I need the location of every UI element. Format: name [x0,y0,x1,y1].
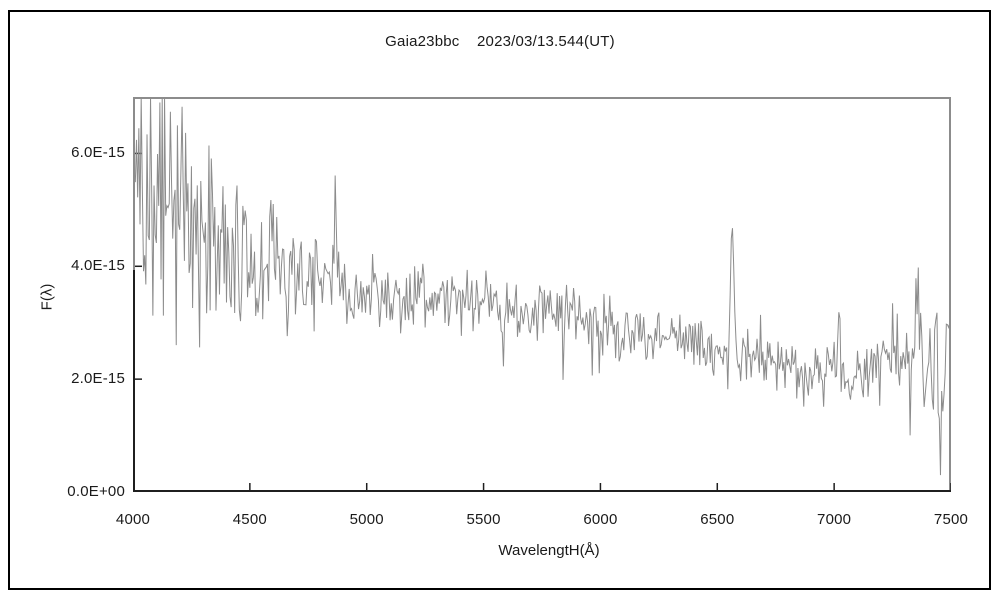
y-tick-label: 6.0E-15 [71,144,125,162]
x-tick-label: 4500 [232,511,267,528]
y-axis-label: F(λ) [38,283,56,311]
x-axis-label: WavelengtH(Å) [498,542,600,559]
x-tick-label: 7000 [817,511,852,528]
y-tick-label: 4.0E-15 [71,257,125,275]
spectrum-line [133,97,951,476]
y-tick-label: 2.0E-15 [71,370,125,388]
x-tick-label: 5500 [466,511,501,528]
plot-area [133,97,951,492]
chart-title: Gaia23bbc 2023/03/13.544(UT) [385,33,615,50]
x-tick-label: 6500 [700,511,735,528]
x-tick-label: 4000 [115,511,151,528]
x-tick-label: 6000 [583,511,618,528]
y-tick-label: 0.0E+00 [67,483,125,500]
x-tick-label: 5000 [349,511,384,528]
x-tick-label: 7500 [933,511,969,528]
chart-outer-border [8,10,991,590]
